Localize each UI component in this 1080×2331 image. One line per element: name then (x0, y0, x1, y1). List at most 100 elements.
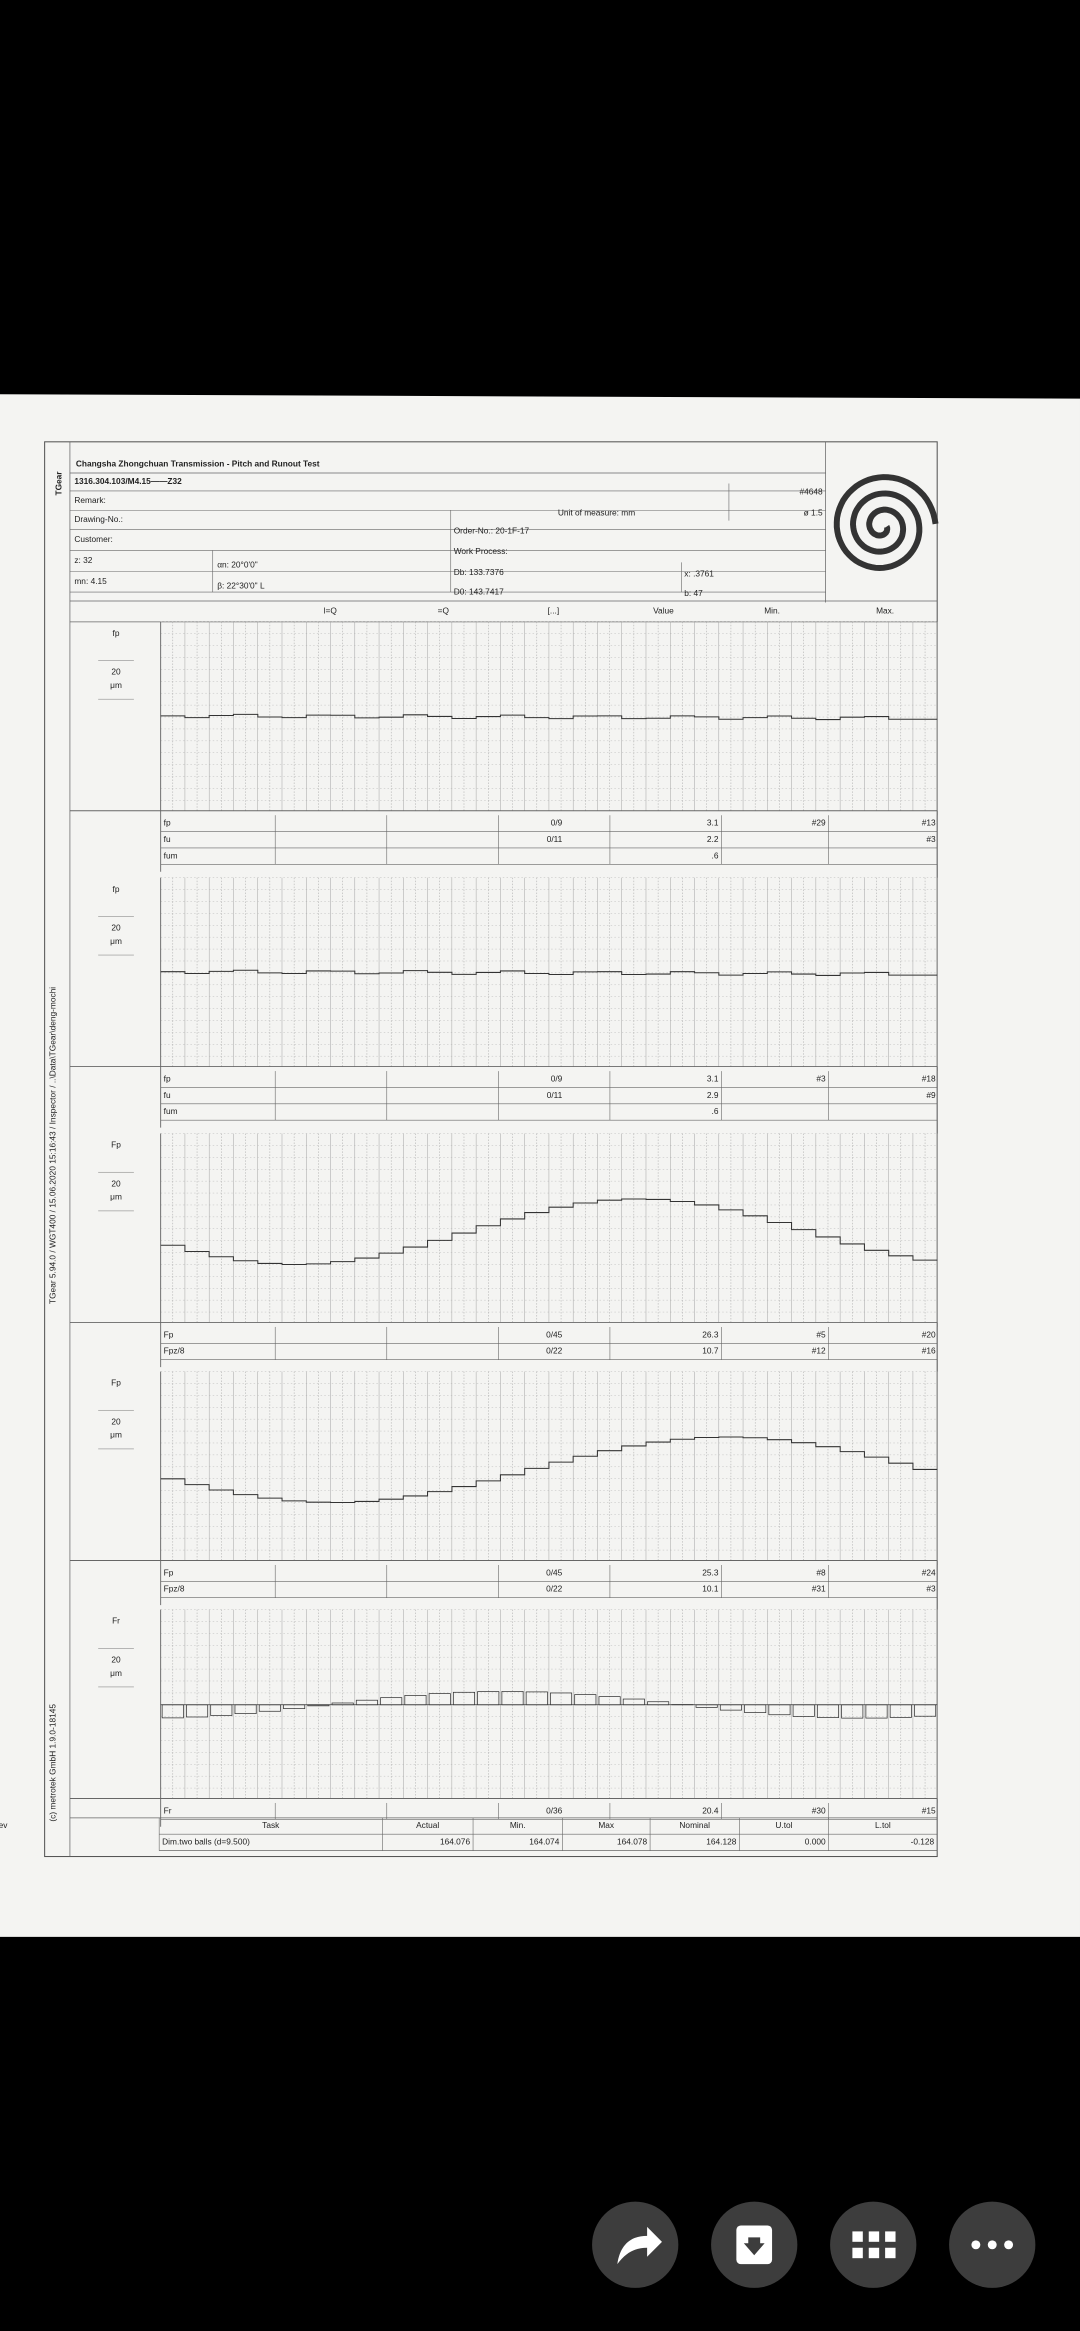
panel-label: Fp (111, 1378, 121, 1388)
d0: D0: 143.7417 (454, 586, 504, 596)
panel-scale: 20 (111, 1416, 121, 1426)
ball-dia: ø 1.5 (804, 507, 823, 517)
stat-name: fum (164, 1106, 178, 1116)
panel-label: Fr (112, 1616, 120, 1626)
share-button[interactable] (592, 2201, 679, 2288)
stat-value: 2.9 (707, 1090, 719, 1100)
stat-value: 25.3 (702, 1567, 719, 1577)
column-header: =Q (438, 606, 450, 616)
stat-min: #8 (816, 1567, 826, 1577)
summary-cell: 0.000 (805, 1837, 826, 1847)
stat-min: #5 (816, 1329, 826, 1339)
stat-max: #16 (922, 1346, 936, 1356)
z: z: 32 (74, 555, 92, 565)
stat-max: #18 (922, 1073, 936, 1083)
panel-label: fp (113, 628, 120, 638)
stat-count: 0/9 (551, 1073, 563, 1083)
panel-unit: μm (110, 680, 122, 690)
column-header: Min. (764, 606, 780, 616)
stat-value: 3.1 (707, 818, 719, 828)
stat-max: #9 (926, 1090, 936, 1100)
drawing-no: Drawing-No.: (74, 514, 123, 524)
stat-count: 0/45 (546, 1567, 563, 1577)
alpha-n: αn: 20°0'0" (217, 559, 258, 569)
stat-count: 0/36 (546, 1805, 563, 1815)
stat-count: 0/22 (546, 1346, 563, 1356)
stat-max: #3 (926, 834, 936, 844)
stat-value: 10.7 (702, 1346, 719, 1356)
stat-name: fu (164, 1090, 171, 1100)
stat-name: Fr (164, 1805, 172, 1815)
stat-value: 26.3 (702, 1329, 719, 1339)
summary-header: Task (262, 1820, 280, 1830)
stat-value: 2.2 (707, 834, 719, 844)
document-photo: TGear Changsha Zhongchuan Transmission - … (0, 394, 1080, 1937)
side-copyright: (c) metrotek GmbH 1.9.0-18145 (48, 1704, 58, 1822)
panel-unit: μm (110, 1668, 122, 1678)
panel-scale: 20 (111, 922, 121, 932)
customer: Customer: (74, 534, 112, 544)
stat-count: 0/22 (546, 1584, 563, 1594)
stat-count: 0/11 (547, 834, 563, 844)
summary-header: Dev (0, 1820, 8, 1830)
stat-name: fp (164, 1073, 171, 1083)
stat-min: #12 (812, 1346, 826, 1356)
work-process: Work Process: (454, 546, 508, 556)
stat-value: 3.1 (707, 1073, 719, 1083)
stat-max: #24 (922, 1567, 936, 1577)
brand: TGear (54, 471, 64, 496)
trace (160, 1198, 938, 1265)
stat-name: Fpz/8 (164, 1346, 185, 1356)
stat-name: fum (164, 850, 178, 860)
summary-cell: 164.076 (440, 1837, 470, 1847)
stat-max: #20 (922, 1329, 936, 1339)
panel-unit: μm (110, 1192, 122, 1202)
stat-name: Fp (164, 1567, 174, 1577)
stat-name: Fpz/8 (164, 1584, 185, 1594)
stat-max: #3 (926, 1584, 936, 1594)
column-header: Value (653, 606, 674, 616)
stat-min: #31 (812, 1584, 826, 1594)
download-button[interactable] (711, 2201, 798, 2288)
stat-max: #13 (922, 818, 936, 828)
summary-header: U.tol (775, 1820, 792, 1830)
panel-scale: 20 (111, 1178, 121, 1188)
part-number: 1316.304.103/M4.15——Z32 (74, 476, 182, 486)
stat-min: #30 (812, 1805, 826, 1815)
summary-cell: -0.128 (911, 1837, 935, 1847)
panel-unit: μm (110, 1430, 122, 1440)
beta: β: 22°30'0" L (217, 580, 265, 590)
stat-value: .6 (712, 850, 719, 860)
stat-name: Fp (164, 1329, 174, 1339)
summary-cell: 164.078 (617, 1837, 647, 1847)
panel-label: fp (113, 884, 120, 894)
stat-name: fu (164, 834, 171, 844)
panel-label: Fp (111, 1140, 121, 1150)
column-header: l=Q (324, 606, 338, 616)
mn: mn: 4.15 (74, 576, 107, 586)
db: Db: 133.7376 (454, 567, 504, 577)
column-header: [...] (548, 606, 560, 616)
stat-count: 0/9 (551, 818, 563, 828)
stat-min: #3 (816, 1073, 826, 1083)
stat-count: 0/11 (547, 1090, 563, 1100)
order-no: Order-No.: 20-1F-17 (454, 525, 530, 535)
summary-header: Nominal (679, 1820, 710, 1830)
summary-header: Min. (510, 1820, 526, 1830)
stat-max: #15 (922, 1805, 936, 1815)
b-width: b: 47 (684, 588, 703, 598)
panel-scale: 20 (111, 1654, 121, 1664)
unit: Unit of measure: mm (558, 507, 635, 517)
column-header: Max. (876, 606, 894, 616)
x-coef: x: .3761 (684, 568, 714, 578)
summary-header: Max (598, 1820, 615, 1830)
more-button[interactable] (949, 2201, 1036, 2288)
grid-button[interactable] (830, 2201, 917, 2288)
trace (160, 713, 938, 721)
report-id: #4648 (799, 487, 823, 497)
panel-scale: 20 (111, 667, 121, 677)
remark: Remark: (74, 495, 105, 505)
stat-value: 10.1 (702, 1584, 719, 1594)
